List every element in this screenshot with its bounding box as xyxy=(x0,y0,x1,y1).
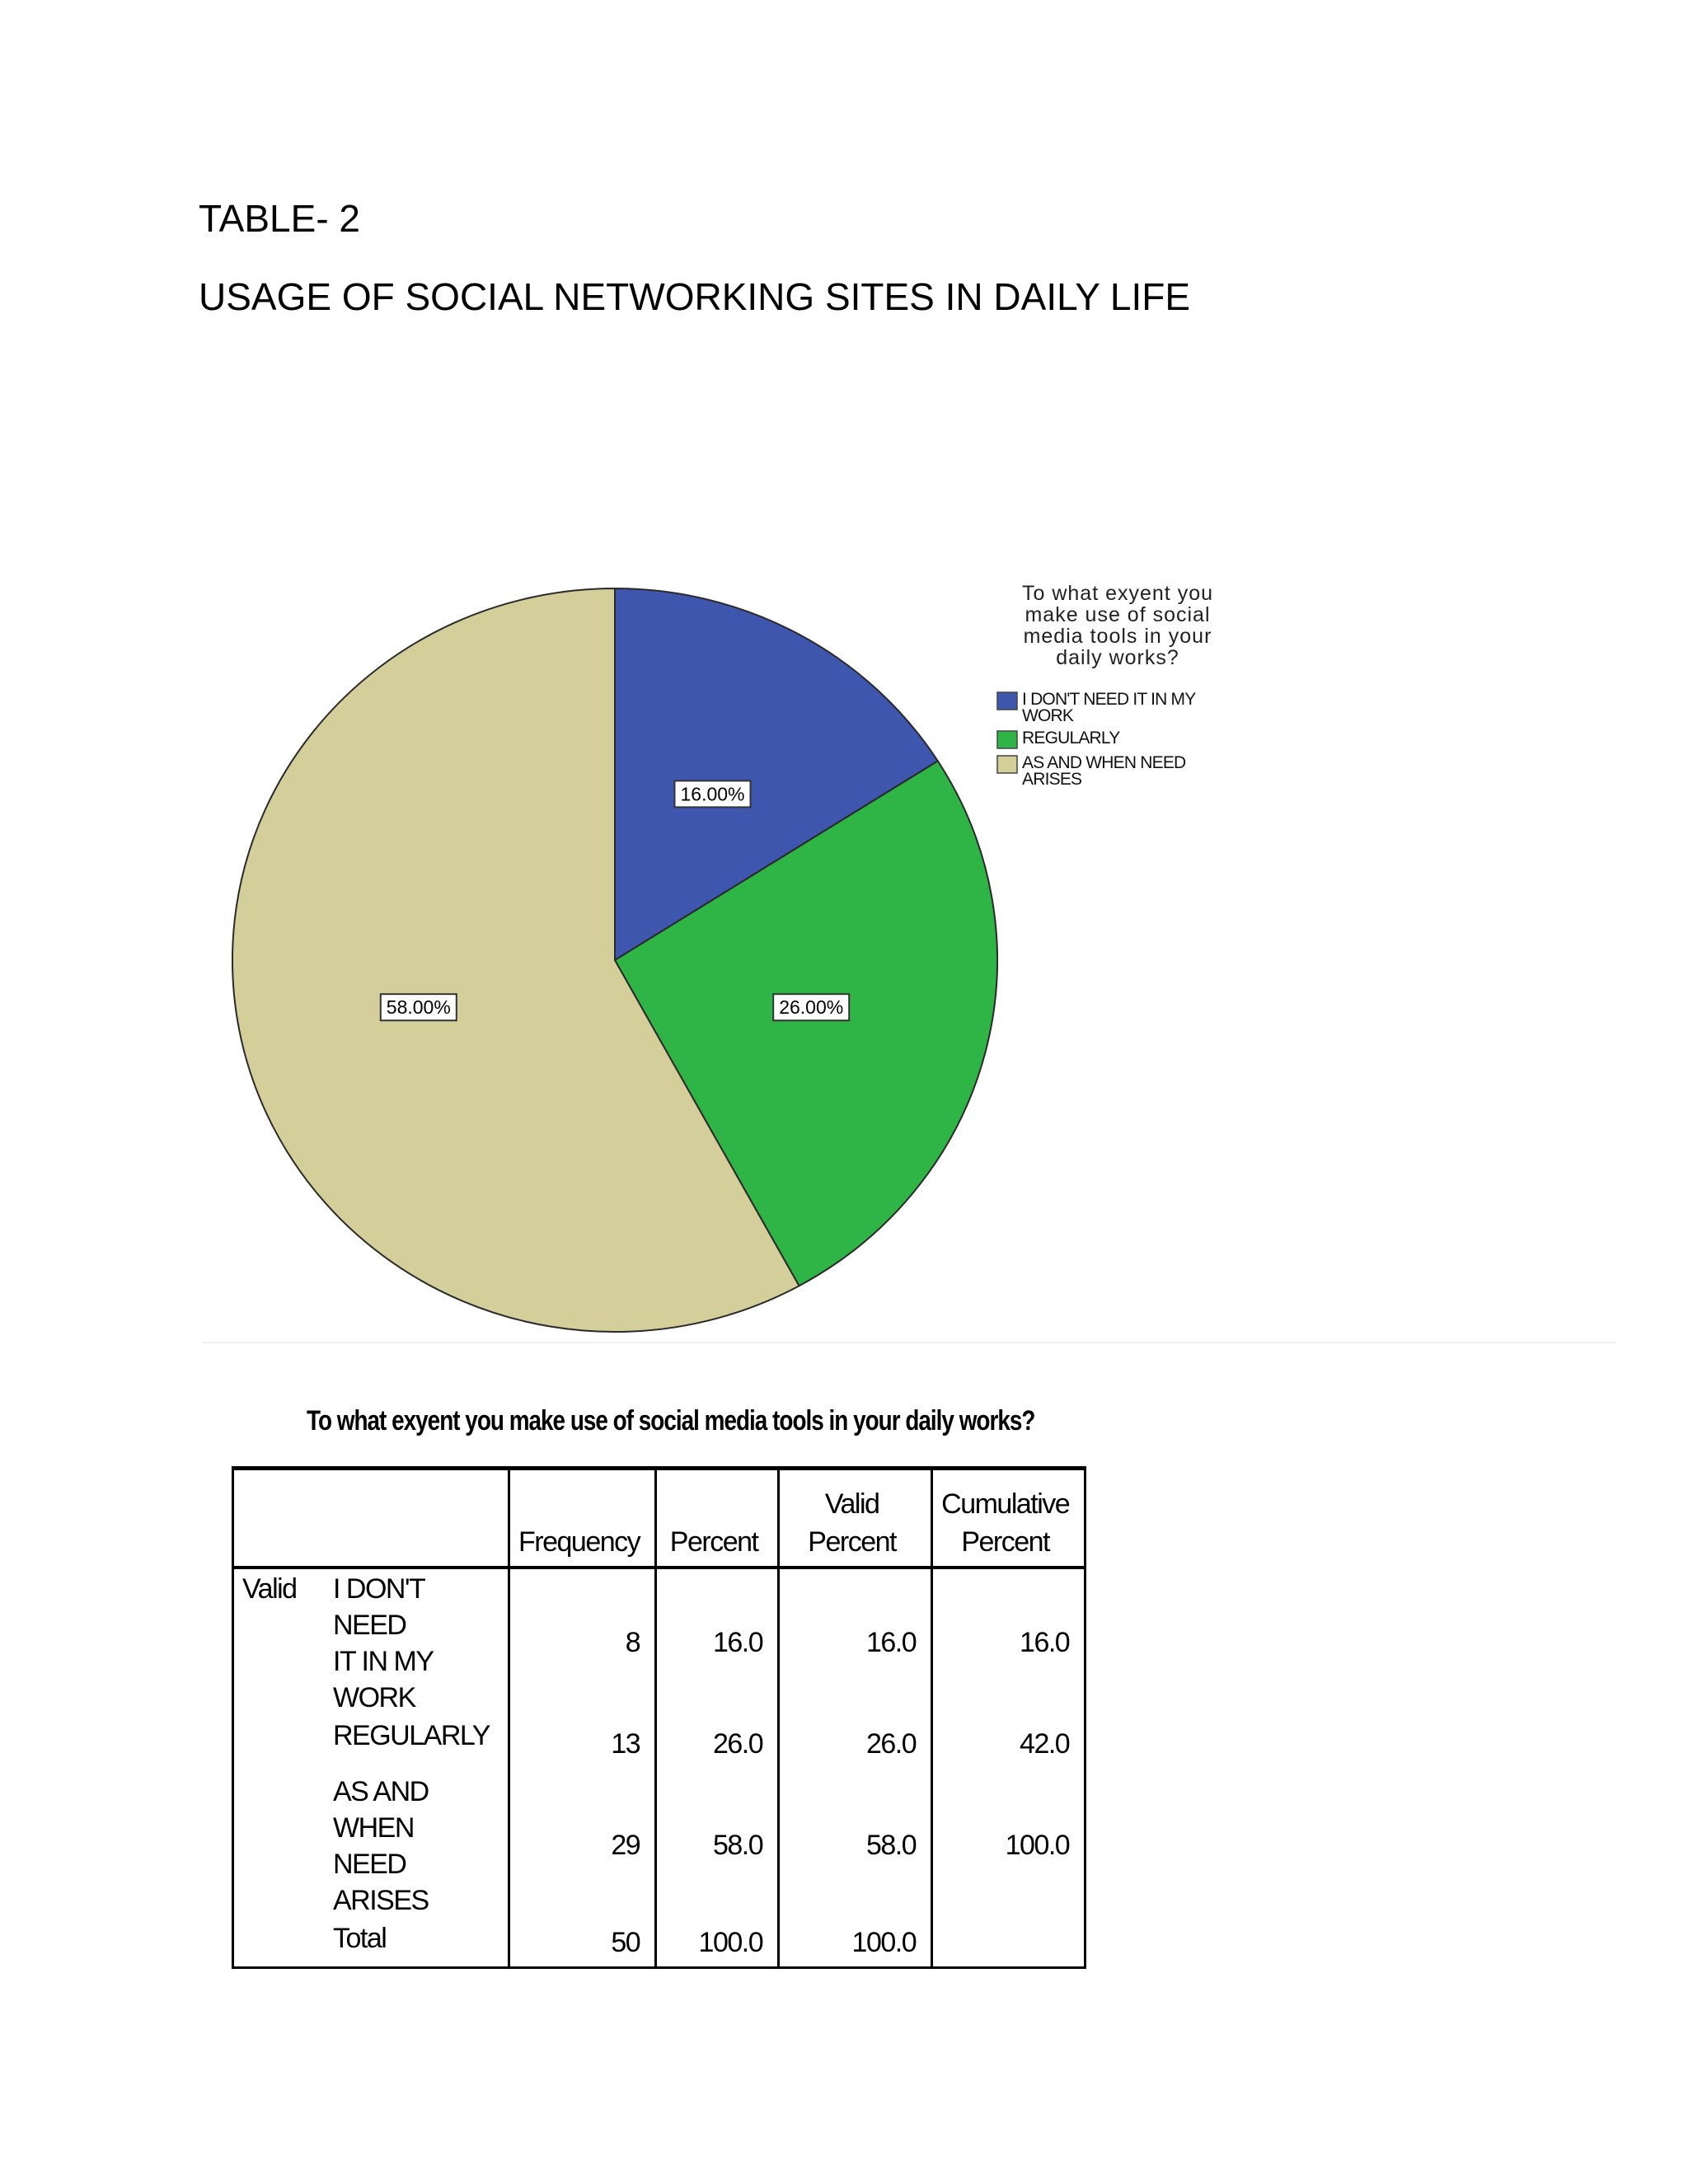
frequency-cell: 13 xyxy=(507,1716,656,1772)
header-percent: Percent xyxy=(654,1468,779,1569)
pie-chart: 16.00% 26.00% 58.00% To what exyent youmake… xyxy=(231,582,1213,1333)
legend-label-line: ARISES xyxy=(1022,770,1082,789)
frequency-cell: 8 xyxy=(507,1568,656,1716)
valid-blank xyxy=(233,1716,326,1772)
percent-cell: 58.0 xyxy=(654,1772,779,1919)
percent-cell: 16.0 xyxy=(654,1568,779,1716)
header-cumulative-percent: Cumulative Percent xyxy=(931,1468,1085,1569)
row-label-line2: IT IN MY WORK xyxy=(333,1646,434,1713)
valid-blank xyxy=(233,1772,326,1919)
header-blank-2 xyxy=(325,1468,509,1569)
valid-percent-cell: 26.0 xyxy=(777,1716,932,1772)
data-label-text: 26.00% xyxy=(779,996,843,1018)
header-cumulative-line2: Percent xyxy=(961,1526,1050,1558)
frequency-table: Frequency Percent Valid Percent Cumulati… xyxy=(232,1466,1087,1969)
row-label-line1: I DON'T NEED xyxy=(333,1573,425,1641)
row-label: REGULARLY xyxy=(325,1716,509,1772)
legend-swatch xyxy=(996,730,1018,749)
valid-percent-cell: 100.0 xyxy=(777,1919,932,1968)
table-row-total: Total 50 100.0 100.0 xyxy=(233,1919,1085,1968)
header-valid-percent: Valid Percent xyxy=(777,1468,932,1569)
data-label-as-and-when-need-arises: 58.00% xyxy=(379,993,457,1022)
data-label-box xyxy=(379,993,457,1022)
table-row: AS AND WHEN NEED ARISES 29 58.0 58.0 100.… xyxy=(233,1772,1085,1919)
row-label: AS AND WHEN NEED ARISES xyxy=(325,1772,509,1919)
legend-label-line: I DON'T NEED IT IN MY xyxy=(1022,690,1196,709)
table-row: Valid I DON'T NEED IT IN MY WORK 8 16.0 1… xyxy=(233,1568,1085,1716)
legend-title-line: daily works? xyxy=(1056,646,1179,669)
legend-title-line: To what exyent you xyxy=(1022,582,1213,605)
row-label-line1: AS AND WHEN xyxy=(333,1776,429,1844)
legend-label-line: AS AND WHEN NEED xyxy=(1022,753,1186,772)
legend-title-line: media tools in your xyxy=(1024,625,1212,648)
frequency-cell: 50 xyxy=(507,1919,656,1968)
cumulative-percent-cell: 16.0 xyxy=(931,1568,1085,1716)
document-title: USAGE OF SOCIAL NETWORKING SITES IN DAIL… xyxy=(199,275,1191,318)
legend-label-line: REGULARLY xyxy=(1022,729,1120,748)
valid-label: Valid xyxy=(242,1573,298,1605)
legend-item-regularly: REGULARLY xyxy=(996,729,1121,749)
table-header-row: Frequency Percent Valid Percent Cumulati… xyxy=(232,1468,1085,1569)
row-label: I DON'T NEED IT IN MY WORK xyxy=(325,1568,509,1716)
legend-swatch xyxy=(996,755,1018,774)
legend-label-line: WORK xyxy=(1022,706,1074,725)
data-label-text: 16.00% xyxy=(680,783,744,804)
table-row: REGULARLY 13 26.0 26.0 42.0 xyxy=(233,1716,1085,1772)
legend-title-line: make use of social xyxy=(1025,603,1210,626)
chart-divider xyxy=(202,1342,1615,1343)
header-frequency: Frequency xyxy=(507,1468,656,1569)
data-label-text: 58.00% xyxy=(387,996,451,1018)
pie-slice-as-and-when-need-arises xyxy=(231,587,800,1333)
valid-percent-cell: 16.0 xyxy=(777,1568,932,1716)
cumulative-percent-cell: 42.0 xyxy=(931,1716,1085,1772)
data-label-box xyxy=(772,993,851,1022)
cumulative-percent-cell: 100.0 xyxy=(931,1772,1085,1919)
header-blank-1 xyxy=(232,1468,325,1569)
table-label: TABLE- 2 xyxy=(199,197,360,240)
row-label-line1: Total xyxy=(333,1923,387,1954)
header-cumulative-line1: Cumulative xyxy=(941,1488,1071,1520)
data-label-regularly: 26.00% xyxy=(772,993,851,1022)
data-label-box xyxy=(673,780,752,808)
row-label-line1: REGULARLY xyxy=(333,1720,490,1751)
data-label-i-don-t-need-it-in-my-work: 16.00% xyxy=(673,780,752,808)
valid-percent-cell: 58.0 xyxy=(777,1772,932,1919)
pie-slice-regularly xyxy=(613,759,998,1287)
legend-swatch xyxy=(996,691,1018,710)
valid-blank xyxy=(233,1919,326,1968)
percent-cell: 100.0 xyxy=(654,1919,779,1968)
table-title: To what exyent you make use of social me… xyxy=(307,1405,1035,1436)
cumulative-percent-cell xyxy=(931,1919,1085,1968)
frequency-cell: 29 xyxy=(507,1772,656,1919)
percent-cell: 26.0 xyxy=(654,1716,779,1772)
row-label: Total xyxy=(325,1919,509,1968)
row-label-line2: NEED ARISES xyxy=(333,1849,429,1916)
pie-slice-i-don-t-need-it-in-my-work xyxy=(614,587,940,962)
